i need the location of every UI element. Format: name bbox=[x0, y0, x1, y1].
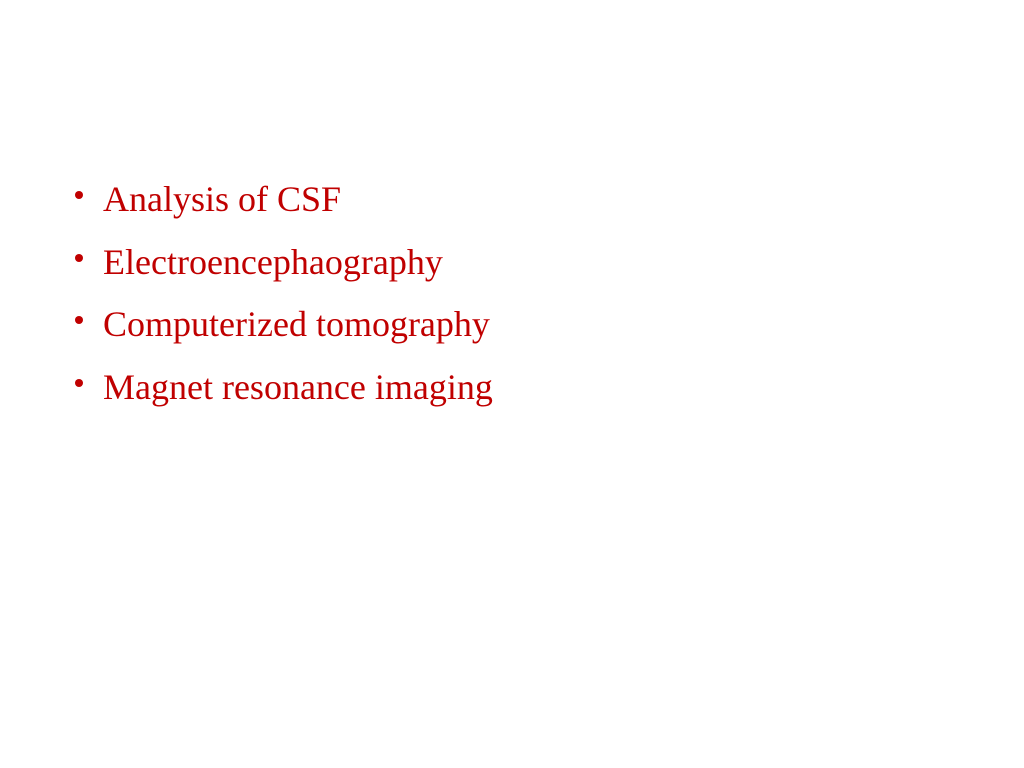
list-item: Electroencephaography bbox=[75, 238, 1024, 287]
slide-content: Analysis of CSF Electroencephaography Co… bbox=[0, 0, 1024, 411]
list-item: Analysis of CSF bbox=[75, 175, 1024, 224]
bullet-icon bbox=[75, 191, 83, 199]
list-item: Computerized tomography bbox=[75, 300, 1024, 349]
bullet-text: Magnet resonance imaging bbox=[103, 363, 493, 412]
bullet-list: Analysis of CSF Electroencephaography Co… bbox=[75, 175, 1024, 411]
list-item: Magnet resonance imaging bbox=[75, 363, 1024, 412]
bullet-icon bbox=[75, 316, 83, 324]
bullet-text: Electroencephaography bbox=[103, 238, 443, 287]
bullet-icon bbox=[75, 254, 83, 262]
bullet-icon bbox=[75, 379, 83, 387]
bullet-text: Computerized tomography bbox=[103, 300, 490, 349]
bullet-text: Analysis of CSF bbox=[103, 175, 341, 224]
